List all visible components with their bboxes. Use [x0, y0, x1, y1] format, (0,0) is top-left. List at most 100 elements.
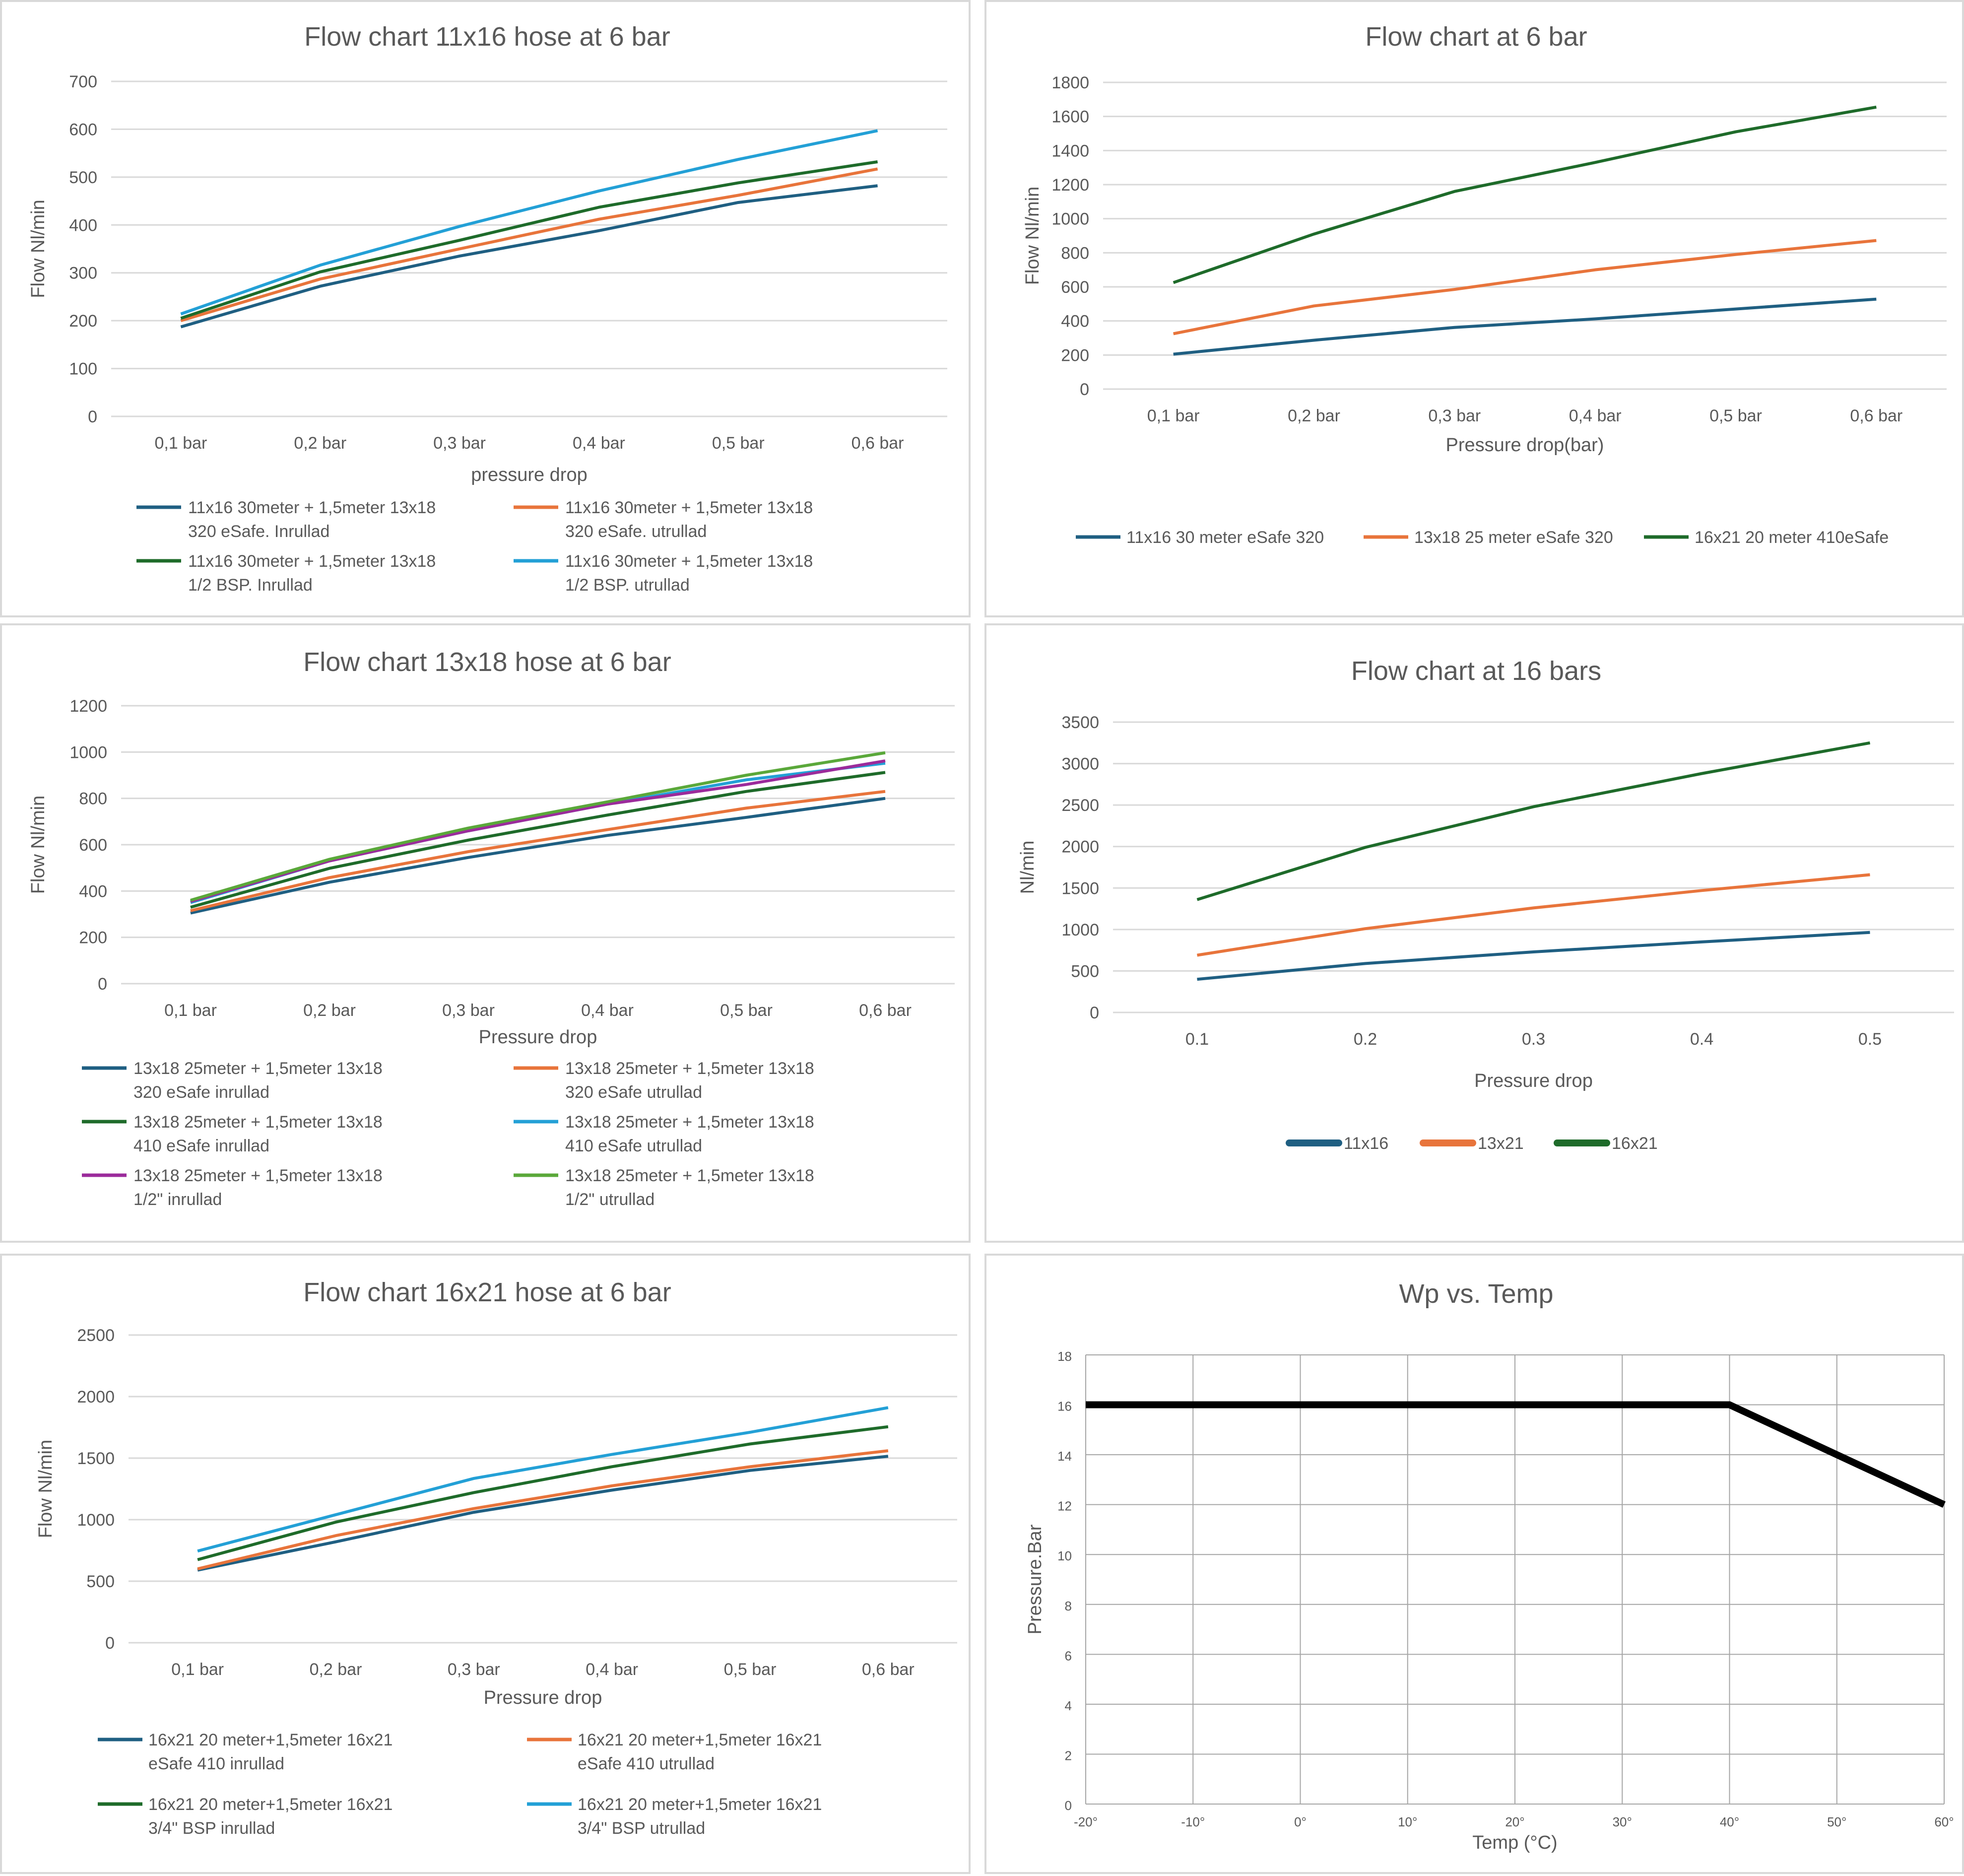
legend-label: 410 eSafe utrullad: [565, 1137, 702, 1155]
y-tick-label: 500: [69, 168, 97, 187]
chart-svg: Flow chart at 6 bar 0 200 400 600 800 1000 1200…: [1022, 22, 1947, 547]
y-tick-label: 400: [1061, 312, 1089, 331]
y-tick-label: 6: [1065, 1648, 1072, 1663]
legend-label: 13x18 25meter + 1,5meter 13x18: [565, 1113, 814, 1132]
y-axis-label: Nl/min: [1017, 841, 1038, 894]
chart-svg: Flow chart 13x18 hose at 6 bar 0 200 400 600…: [28, 647, 955, 1209]
y-tick-label: 500: [1071, 962, 1099, 981]
x-tick-label: 0,5 bar: [1709, 406, 1762, 425]
x-axis-label: Pressure drop: [479, 1027, 597, 1048]
x-tick-label: 30°: [1613, 1814, 1632, 1829]
y-tick-label: 3000: [1061, 755, 1099, 774]
legend-label: 1/2" inrullad: [133, 1190, 222, 1209]
y-tick-label: 0: [1080, 380, 1089, 399]
y-tick-label: 300: [69, 264, 97, 283]
y-tick-label: 0: [98, 975, 107, 994]
legend-label: 3/4" BSP inrullad: [148, 1819, 275, 1838]
series-line: [190, 790, 886, 912]
legend-label: 13x18 25meter + 1,5meter 13x18: [133, 1166, 383, 1185]
chart-title: Flow chart 11x16 hose at 6 bar: [304, 22, 670, 52]
series-line: [190, 771, 886, 909]
x-tick-label: 0,3 bar: [1428, 406, 1481, 425]
y-tick-label: 1500: [1061, 879, 1099, 898]
x-tick-label: 0°: [1294, 1814, 1307, 1829]
y-tick-label: 2500: [1061, 796, 1099, 815]
y-tick-label: 1200: [1051, 176, 1089, 195]
legend-label: eSafe 410 inrullad: [148, 1754, 284, 1773]
legend-label: 13x18 25meter + 1,5meter 13x18: [133, 1059, 383, 1078]
y-tick-label: 600: [1061, 278, 1089, 297]
series-line: [190, 761, 886, 904]
x-axis-label: Pressure drop: [484, 1687, 602, 1708]
y-tick-label: 12: [1057, 1499, 1072, 1514]
x-tick-label: 0,1 bar: [164, 1001, 217, 1020]
y-tick-label: 1000: [1051, 210, 1089, 229]
x-axis-label: Pressure drop: [1474, 1071, 1593, 1091]
y-tick-label: 4: [1065, 1698, 1072, 1713]
chart-svg: Wp vs. Temp 0 2 4 6 8 10 12 14 16 18 -20° -10° 0° 10° 2…: [1025, 1279, 1954, 1853]
y-tick-label: 0: [1090, 1004, 1099, 1022]
y-tick-label: 500: [86, 1572, 115, 1591]
series-line: [197, 1406, 889, 1553]
legend-label: 11x16: [1344, 1134, 1388, 1153]
x-tick-label: 0,4 bar: [1569, 406, 1622, 425]
legend-label: 13x18 25meter + 1,5meter 13x18: [565, 1059, 814, 1078]
x-tick-label: 0.3: [1522, 1030, 1545, 1049]
x-tick-label: 0,6 bar: [862, 1660, 915, 1679]
x-tick-label: 0.5: [1858, 1030, 1882, 1049]
series-line: [1197, 931, 1870, 981]
series-line: [180, 167, 878, 323]
legend-label: 13x18 25meter + 1,5meter 13x18: [565, 1166, 814, 1185]
series-line: [1197, 873, 1870, 957]
y-tick-label: 0: [88, 407, 97, 426]
y-tick-label: 1400: [1051, 141, 1089, 160]
y-tick-label: 0: [1065, 1798, 1072, 1813]
y-tick-label: 600: [79, 836, 107, 855]
series-line: [1173, 239, 1877, 335]
x-tick-label: 0,5 bar: [720, 1001, 773, 1020]
chart-svg: Flow chart 11x16 hose at 6 bar 0 100 200 300…: [28, 22, 947, 595]
x-tick-label: 0,6 bar: [851, 434, 904, 453]
y-tick-label: 200: [69, 312, 97, 331]
y-tick-label: 14: [1057, 1449, 1072, 1464]
y-tick-label: 800: [79, 790, 107, 808]
x-tick-label: 0.1: [1185, 1030, 1209, 1049]
y-axis-label: Flow Nl/min: [35, 1440, 56, 1538]
y-tick-label: 800: [1061, 244, 1089, 263]
x-tick-label: 0,5 bar: [724, 1660, 777, 1679]
chart-title: Flow chart 13x18 hose at 6 bar: [303, 647, 671, 677]
y-tick-label: 10: [1057, 1548, 1072, 1563]
y-tick-label: 1200: [69, 697, 107, 716]
chart-title: Flow chart at 6 bar: [1365, 22, 1587, 52]
y-tick-label: 16: [1057, 1399, 1072, 1414]
legend-label: 320 eSafe. utrullad: [565, 522, 707, 541]
chart-title: Flow chart 16x21 hose at 6 bar: [303, 1277, 671, 1307]
legend-label: 13x18 25meter + 1,5meter 13x18: [133, 1113, 383, 1132]
x-tick-label: 0,1 bar: [171, 1660, 224, 1679]
x-tick-label: 0.4: [1690, 1030, 1713, 1049]
y-tick-label: 2000: [77, 1388, 115, 1407]
legend-label: 410 eSafe inrullad: [133, 1137, 269, 1155]
chart-panel-at-16-bars: Flow chart at 16 bars 0 500 1000 1500 2000 250…: [984, 623, 1964, 1243]
y-tick-label: 1800: [1051, 73, 1089, 92]
series-line: [190, 797, 886, 915]
legend-label: 11x16 30 meter eSafe 320: [1126, 528, 1324, 547]
x-tick-label: 0,6 bar: [859, 1001, 912, 1020]
series-line: [197, 1449, 889, 1571]
legend-label: 11x16 30meter + 1,5meter 13x18: [188, 498, 436, 517]
series-line: [180, 129, 878, 316]
y-axis-label: Flow Nl/min: [28, 796, 49, 894]
y-tick-label: 18: [1057, 1349, 1072, 1364]
chart-panel-wp-vs-temp: Wp vs. Temp 0 2 4 6 8 10 12 14 16 18 -20° -10° 0° 10° 2…: [984, 1254, 1964, 1874]
legend-label: 16x21 20 meter+1,5meter 16x21: [148, 1731, 393, 1749]
y-axis-label: Flow Nl/min: [1022, 187, 1043, 285]
x-tick-label: 0,2 bar: [303, 1001, 356, 1020]
series-line: [190, 759, 886, 903]
chart-panel-13x18: Flow chart 13x18 hose at 6 bar 0 200 400 600…: [0, 623, 971, 1243]
legend-label: 11x16 30meter + 1,5meter 13x18: [188, 552, 436, 571]
x-tick-label: 50°: [1827, 1814, 1846, 1829]
x-tick-label: 0.2: [1354, 1030, 1377, 1049]
legend-label: 3/4" BSP utrullad: [578, 1819, 705, 1838]
legend-label: 13x18 25 meter eSafe 320: [1414, 528, 1613, 547]
x-tick-label: 0,1 bar: [1147, 406, 1200, 425]
